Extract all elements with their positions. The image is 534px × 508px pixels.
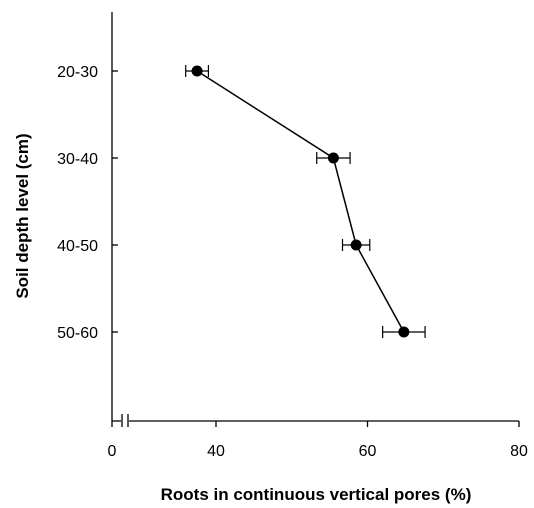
x-tick-label: 40 bbox=[207, 443, 225, 460]
data-series bbox=[185, 65, 426, 338]
y-ticks: 20-30 30-40 40-50 50-60 bbox=[57, 64, 118, 342]
y-tick-label: 40-50 bbox=[57, 238, 98, 255]
x-axis-title: Roots in continuous vertical pores (%) bbox=[161, 485, 472, 504]
data-point bbox=[350, 239, 362, 251]
x-tick-label: 80 bbox=[510, 443, 528, 460]
axes bbox=[111, 12, 519, 427]
data-point bbox=[398, 326, 410, 338]
y-tick-label: 30-40 bbox=[57, 151, 98, 168]
x-ticks: 0 40 60 80 bbox=[108, 421, 528, 460]
x-tick-label: 0 bbox=[108, 443, 117, 460]
data-point bbox=[191, 65, 203, 77]
x-tick-label: 60 bbox=[359, 443, 377, 460]
y-tick-label: 20-30 bbox=[57, 64, 98, 81]
y-axis-title: Soil depth level (cm) bbox=[13, 133, 32, 298]
y-tick-label: 50-60 bbox=[57, 325, 98, 342]
data-point bbox=[327, 152, 339, 164]
series-line bbox=[196, 70, 405, 333]
